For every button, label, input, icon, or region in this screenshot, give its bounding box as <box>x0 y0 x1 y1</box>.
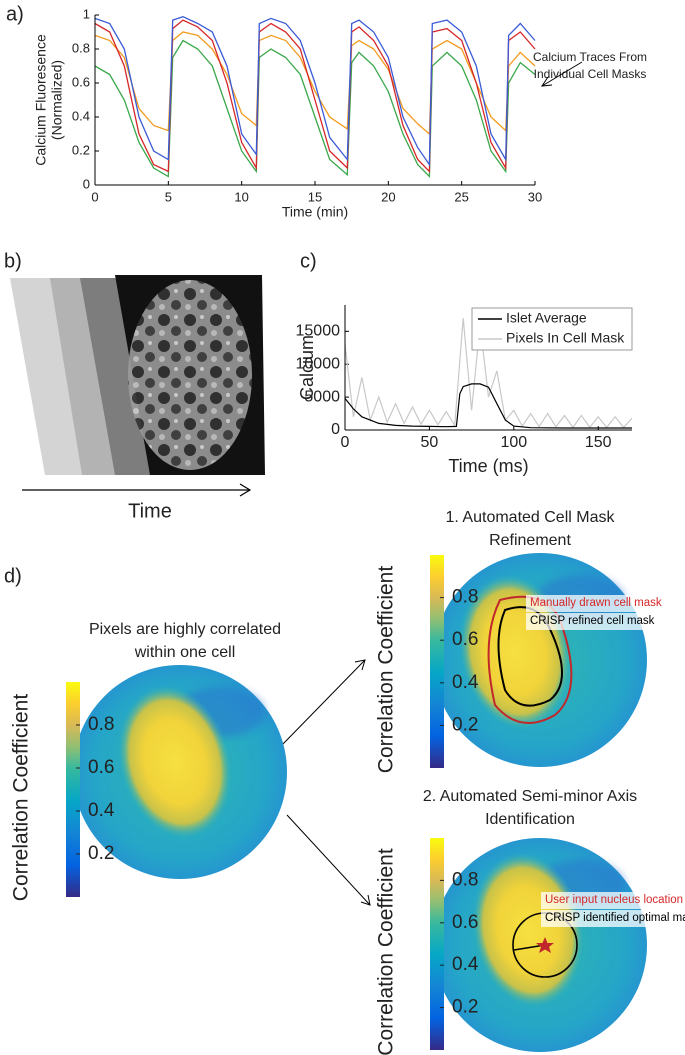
series-line <box>344 383 632 429</box>
x-tick-label: 30 <box>528 189 542 204</box>
annotation: CRISP identified optimal mask <box>545 912 685 924</box>
annotation-bg <box>526 595 644 612</box>
x-tick-label: 0 <box>341 434 350 451</box>
high-blob <box>472 852 584 1008</box>
x-tick-label: 10 <box>234 189 248 204</box>
panel-letter: b) <box>4 250 22 272</box>
x-tick-label: 0 <box>91 189 98 204</box>
y-tick-label: 15000 <box>296 323 341 340</box>
colorbar <box>430 838 444 1050</box>
x-tick-label: 15 <box>308 189 322 204</box>
annotation: Manually drawn cell mask <box>530 597 662 609</box>
y-tick-label: 0.6 <box>72 74 90 89</box>
legend-box <box>471 307 633 351</box>
annotation-arrow <box>541 61 583 87</box>
colorbar <box>430 555 444 768</box>
heatmap-title: Refinement <box>489 532 571 549</box>
colorbar-tick-label: 0.6 <box>88 757 114 778</box>
colorbar-label: Correlation Coefficient <box>375 566 398 774</box>
y-tick-label: 0.2 <box>72 142 90 157</box>
heatmap-title: 1. Automated Cell Mask <box>446 509 616 526</box>
y-axis-label: (Normalized) <box>49 60 65 140</box>
series-line <box>344 318 633 429</box>
y-axis-label: Calcium Fluoresence <box>33 34 49 166</box>
annotation-bg <box>526 613 644 630</box>
flow-arrows <box>281 659 371 906</box>
x-tick-label: 20 <box>381 189 395 204</box>
series-line <box>94 39 536 179</box>
time-arrow-head <box>239 483 252 497</box>
series-line <box>94 16 536 167</box>
heatmap-title: Identification <box>485 811 575 828</box>
annotation-arrow-head <box>540 76 553 87</box>
panel-letter: d) <box>4 565 22 587</box>
colorbar-tick-label: 0.2 <box>88 843 114 864</box>
colorbar <box>66 682 80 897</box>
annotation-bg <box>541 892 659 909</box>
colorbar-label: Correlation Coefficient <box>375 848 398 1055</box>
colorbar-tick-label: 0.8 <box>452 869 478 890</box>
y-tick-label: 5000 <box>304 388 340 405</box>
legend-label: Pixels In Cell Mask <box>506 330 625 346</box>
x-axis-label: Time (ms) <box>448 456 528 476</box>
colorbar-tick-label: 0.6 <box>452 629 478 650</box>
panel-b-label: Time <box>128 500 172 522</box>
high-blob <box>118 685 232 839</box>
colorbar-label: Correlation Coefficient <box>10 694 33 902</box>
nucleus-star <box>536 937 554 953</box>
heatmap-title: within one cell <box>134 644 236 661</box>
heatmap-title: 2. Automated Semi-minor Axis <box>423 788 637 805</box>
annotation: CRISP refined cell mask <box>530 615 655 627</box>
annotation: Calcium Traces From <box>533 50 647 64</box>
x-tick-label: 150 <box>585 434 612 451</box>
y-tick-label: 10000 <box>296 355 341 372</box>
y-tick-label: 1 <box>83 6 90 21</box>
x-tick-label: 100 <box>500 434 527 451</box>
panel-letter: a) <box>6 3 24 25</box>
heatmap-title: Pixels are highly correlated <box>89 621 281 638</box>
colorbar-tick-label: 0.2 <box>452 714 478 735</box>
annotation: Individual Cell Masks <box>534 67 647 81</box>
y-axis-label: Calcium <box>297 335 317 400</box>
colorbar-tick-label: 0.6 <box>452 912 478 933</box>
colorbar-tick-label: 0.8 <box>88 714 114 735</box>
annotation-bg <box>541 910 659 927</box>
x-tick-label: 25 <box>454 189 468 204</box>
y-tick-label: 0 <box>331 421 340 438</box>
colorbar-tick-label: 0.4 <box>452 672 479 693</box>
y-tick-label: 0 <box>83 176 90 191</box>
panel-letter: c) <box>300 250 317 272</box>
y-tick-label: 0.8 <box>72 40 90 55</box>
x-tick-label: 5 <box>165 189 172 204</box>
colorbar-tick-label: 0.4 <box>452 954 479 975</box>
legend-label: Islet Average <box>506 310 587 326</box>
colorbar-tick-label: 0.2 <box>452 997 478 1018</box>
y-tick-label: 0.4 <box>72 108 90 123</box>
image-stack <box>10 275 265 475</box>
colorbar-tick-label: 0.8 <box>452 587 478 608</box>
x-tick-label: 50 <box>421 434 439 451</box>
colorbar-tick-label: 0.4 <box>88 800 115 821</box>
x-axis-label: Time (min) <box>282 204 348 220</box>
annotation: User input nucleus location <box>545 894 683 906</box>
